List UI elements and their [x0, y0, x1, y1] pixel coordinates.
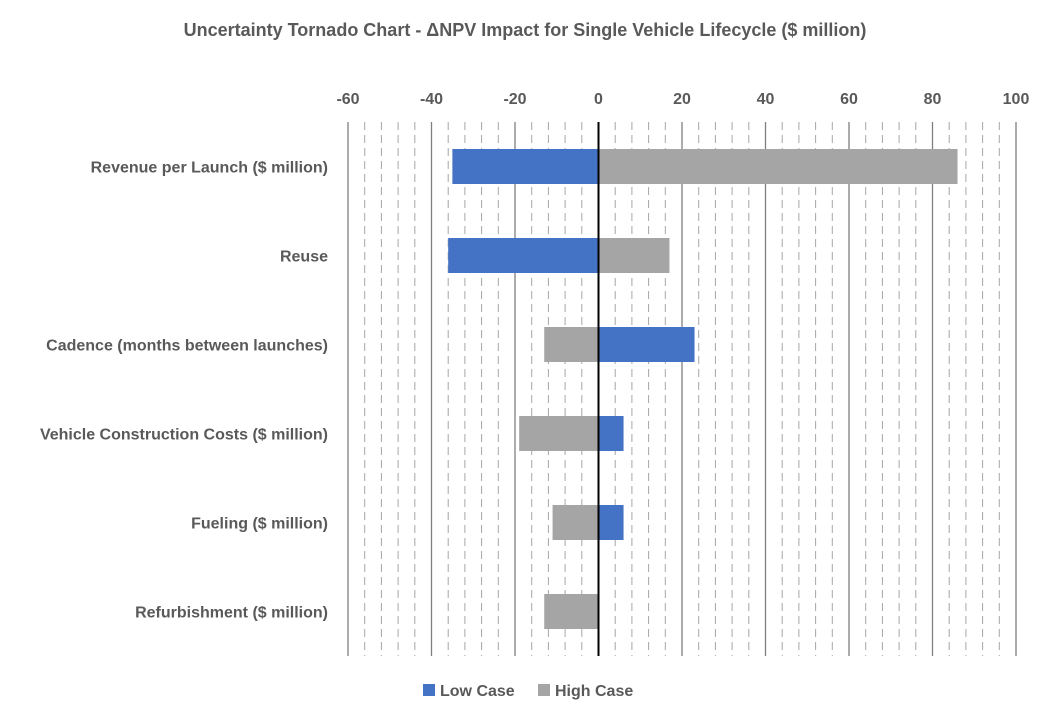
- x-tick-label: 60: [840, 91, 858, 108]
- category-label: Cadence (months between launches): [46, 338, 328, 355]
- bar-high-case: [598, 149, 958, 184]
- x-tick-label: -60: [336, 91, 359, 108]
- bar-high-case: [519, 416, 599, 451]
- legend-label: Low Case: [440, 683, 515, 700]
- chart-title: Uncertainty Tornado Chart - ΔNPV Impact …: [184, 20, 867, 40]
- legend-swatch: [538, 684, 550, 696]
- legend-label: High Case: [555, 683, 633, 700]
- bar-low-case: [598, 416, 624, 451]
- x-tick-label: 40: [757, 91, 775, 108]
- category-label: Refurbishment ($ million): [135, 605, 328, 622]
- bar-high-case: [552, 505, 599, 540]
- bar-low-case: [452, 149, 599, 184]
- x-tick-label: 0: [594, 91, 603, 108]
- category-label: Reuse: [280, 249, 328, 266]
- x-tick-label: -40: [420, 91, 443, 108]
- x-tick-label: 80: [924, 91, 942, 108]
- bar-low-case: [448, 238, 599, 273]
- bar-high-case: [544, 594, 599, 629]
- bar-low-case: [598, 505, 624, 540]
- category-label: Revenue per Launch ($ million): [91, 160, 328, 177]
- legend-swatch: [423, 684, 435, 696]
- bar-high-case: [598, 238, 670, 273]
- category-label: Vehicle Construction Costs ($ million): [40, 427, 328, 444]
- category-label: Fueling ($ million): [191, 516, 328, 533]
- bar-high-case: [544, 327, 599, 362]
- bar-low-case: [598, 327, 695, 362]
- x-tick-label: 100: [1003, 91, 1030, 108]
- x-tick-label: 20: [673, 91, 691, 108]
- x-tick-label: -20: [503, 91, 526, 108]
